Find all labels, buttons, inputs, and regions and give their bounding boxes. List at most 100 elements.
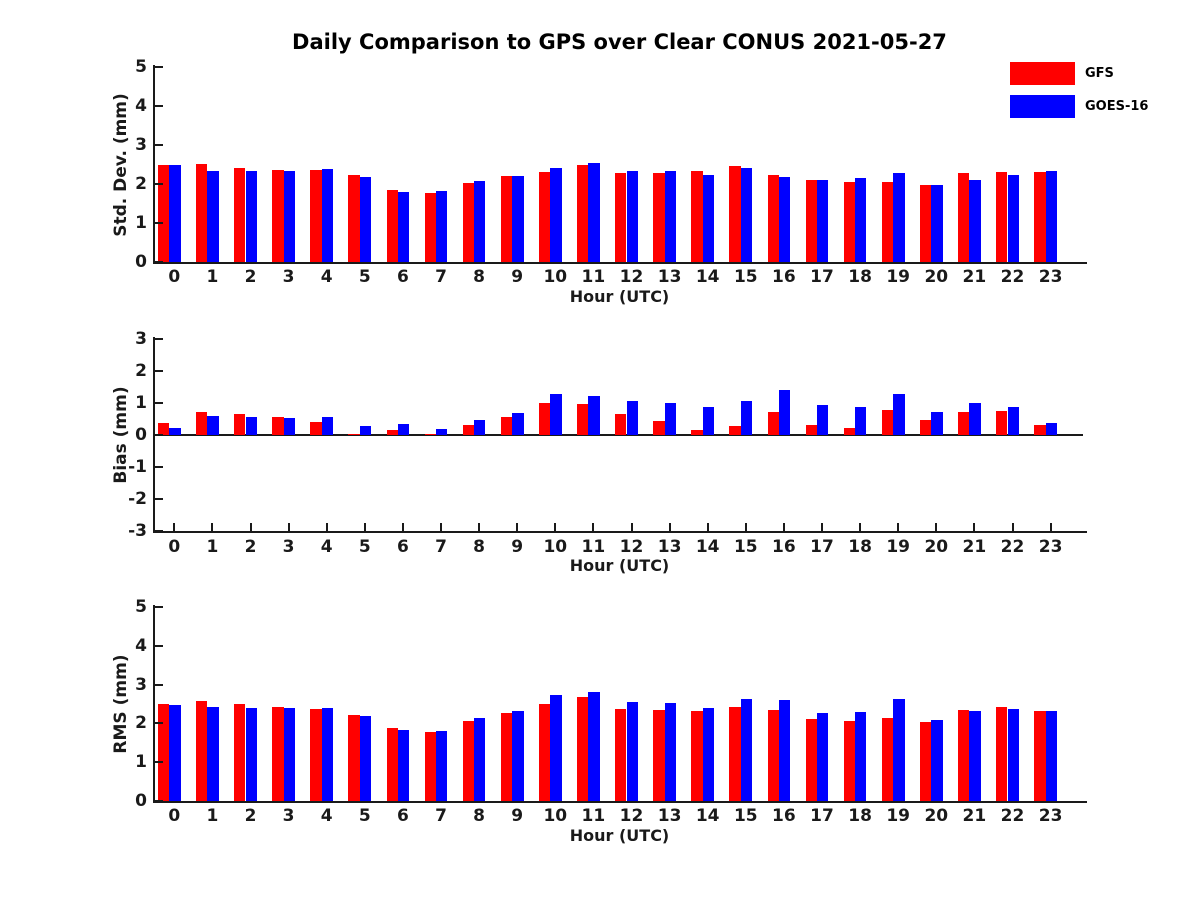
y-tick-label: -2 xyxy=(128,489,147,509)
goes16-bar xyxy=(893,393,905,435)
x-tick-label: 14 xyxy=(695,267,720,287)
x-tick-label: 5 xyxy=(358,537,371,557)
gfs-bar xyxy=(348,175,360,262)
goes16-bar xyxy=(1045,170,1057,262)
y-axis xyxy=(153,337,155,533)
y-tick xyxy=(155,761,163,764)
gfs-bar xyxy=(881,410,894,435)
x-tick-label: 22 xyxy=(1000,806,1025,826)
x-tick xyxy=(630,523,633,531)
y-tick xyxy=(155,370,163,372)
y-tick-label: -3 xyxy=(128,521,147,541)
goes16-bar xyxy=(321,417,334,435)
x-tick xyxy=(706,523,709,531)
x-tick-label: 23 xyxy=(1038,267,1063,287)
x-tick-label: 17 xyxy=(810,806,834,826)
gfs-bar xyxy=(196,164,208,262)
x-tick-label: 16 xyxy=(772,806,796,826)
gfs-bar xyxy=(843,428,856,435)
gfs-bar xyxy=(234,413,246,435)
y-tick xyxy=(155,530,163,532)
gfs-bar xyxy=(1034,171,1046,262)
gfs-bar xyxy=(424,193,436,262)
goes16-bar xyxy=(397,424,410,435)
legend-item-goes16: GOES-16 xyxy=(1010,95,1148,118)
gfs-bar xyxy=(805,718,817,801)
goes16-bar xyxy=(245,416,257,435)
goes16-bar xyxy=(359,715,372,801)
goes16-bar xyxy=(550,695,562,801)
gfs-bar xyxy=(538,403,551,435)
goes16-bar xyxy=(740,168,753,262)
y-tick-label: 3 xyxy=(135,674,147,695)
x-tick-label: 2 xyxy=(244,537,257,557)
legend-item-gfs: GFS xyxy=(1010,62,1114,85)
y-tick-label: 3 xyxy=(135,135,147,155)
x-tick-label: 16 xyxy=(772,537,796,557)
x-tick-label: 0 xyxy=(168,806,181,826)
x-tick-label: 10 xyxy=(543,537,568,557)
x-tick xyxy=(935,523,938,531)
x-tick xyxy=(1049,523,1052,531)
gfs-bar xyxy=(805,180,817,262)
gfs-bar xyxy=(881,717,894,801)
y-tick-label: 1 xyxy=(135,213,147,233)
x-tick-label: 20 xyxy=(924,267,949,287)
x-tick-label: 2 xyxy=(244,806,257,826)
x-tick-label: 15 xyxy=(733,806,758,826)
goes16-bar xyxy=(817,404,829,435)
y-tick xyxy=(155,498,163,500)
y-tick-label: 5 xyxy=(135,597,147,617)
goes16-bar xyxy=(169,427,181,435)
y-tick xyxy=(155,144,163,146)
goes16-bar xyxy=(702,175,715,262)
goes16-bar xyxy=(359,176,372,262)
gfs-bar xyxy=(196,701,208,801)
goes16-bar xyxy=(245,170,257,262)
goes16-bar xyxy=(283,170,295,262)
x-tick xyxy=(782,523,785,531)
x-tick-label: 23 xyxy=(1038,806,1063,826)
x-tick-label: 12 xyxy=(619,806,644,826)
x-tick-label: 9 xyxy=(511,537,524,557)
goes16-bar xyxy=(550,394,562,435)
goes16-bar xyxy=(474,718,486,801)
y-axis-label: Std. Dev. (mm) xyxy=(111,93,131,237)
goes16-bar xyxy=(321,169,334,262)
x-tick-label: 17 xyxy=(810,267,834,287)
x-tick-label: 12 xyxy=(619,537,644,557)
goes16-bar xyxy=(778,176,791,262)
goes16-bar xyxy=(855,406,867,435)
gfs-bar xyxy=(996,411,1008,435)
gfs-bar xyxy=(653,172,665,262)
y-axis xyxy=(153,65,155,264)
goes16-bar xyxy=(588,395,600,435)
y-tick-label: 2 xyxy=(135,361,147,381)
x-tick-label: 1 xyxy=(206,267,219,287)
legend-label-gfs: GFS xyxy=(1085,66,1114,81)
gfs-bar xyxy=(577,697,589,801)
goes16-bar xyxy=(397,729,410,801)
x-tick-label: 5 xyxy=(358,806,371,826)
y-tick xyxy=(155,466,163,468)
goes16-bar xyxy=(1045,422,1057,435)
x-tick xyxy=(744,523,747,531)
y-tick-label: 0 xyxy=(135,791,147,811)
y-tick-label: 3 xyxy=(135,329,147,349)
gfs-bar xyxy=(500,417,513,435)
goes16-bar xyxy=(931,719,943,801)
gfs-bar xyxy=(691,429,703,435)
x-tick-label: 4 xyxy=(320,267,333,287)
gfs-bar xyxy=(958,709,970,801)
gfs-bar xyxy=(386,728,398,801)
goes16-bar xyxy=(474,419,486,435)
x-tick-label: 8 xyxy=(473,267,486,287)
x-tick xyxy=(592,523,595,531)
x-axis-label: Hour (UTC) xyxy=(569,287,670,306)
x-tick xyxy=(859,523,862,531)
goes16-bar xyxy=(1045,710,1057,801)
x-axis xyxy=(153,531,1087,533)
x-tick-label: 20 xyxy=(924,806,949,826)
